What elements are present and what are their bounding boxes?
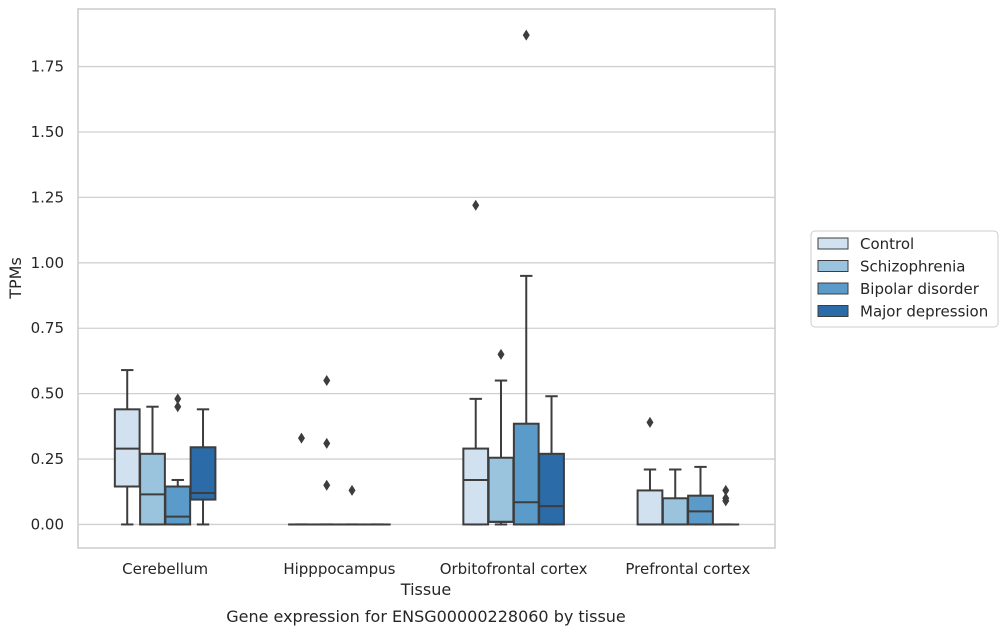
- x-tick-labels: Cerebellum Hipppocampus Orbitofrontal cort…: [122, 560, 750, 578]
- box-iqr: [462, 447, 490, 526]
- box-bipolar-disorder: [687, 465, 714, 526]
- outlier-point: [522, 29, 530, 41]
- outlier-point: [497, 348, 505, 360]
- legend-swatch: [817, 305, 849, 317]
- outlier-point: [323, 375, 331, 387]
- box-schizophrenia: [661, 468, 689, 526]
- box-schizophrenia: [313, 375, 341, 526]
- x-tick-label: Orbitofrontal cortex: [440, 560, 588, 578]
- box-control: [462, 199, 490, 526]
- y-tick-label: 1.75: [31, 58, 64, 76]
- box-iqr: [512, 422, 540, 526]
- box-iqr: [687, 494, 714, 526]
- box-iqr: [164, 485, 192, 526]
- chart-caption: Gene expression for ENSG00000228060 by t…: [226, 607, 626, 626]
- gridlines: [78, 65, 775, 526]
- outlier-point: [323, 437, 331, 449]
- box-major-depression: [189, 408, 217, 526]
- box-iqr: [139, 452, 166, 526]
- box-control: [113, 369, 141, 526]
- y-tick-label: 0.25: [31, 450, 64, 468]
- y-tick-label: 1.00: [31, 254, 64, 272]
- box-series: [113, 29, 740, 526]
- box-bipolar-disorder: [338, 484, 366, 526]
- box-control: [288, 432, 315, 526]
- y-tick-label: 0.00: [31, 515, 64, 533]
- y-axis-label: TPMs: [6, 257, 25, 300]
- y-tick-label: 1.50: [31, 123, 64, 141]
- legend-label: Major depression: [860, 303, 988, 321]
- box-bipolar-disorder: [512, 29, 540, 526]
- box-major-depression: [712, 484, 740, 526]
- outlier-point: [174, 401, 182, 413]
- x-tick-label: Cerebellum: [122, 560, 208, 578]
- box-bipolar-disorder: [164, 393, 192, 526]
- outlier-point: [297, 432, 305, 444]
- legend-label: Control: [860, 235, 914, 253]
- axes-frame: [77, 8, 776, 549]
- legend-swatch: [817, 237, 849, 250]
- y-tick-labels: 0.00 0.25 0.50 0.75 1.00 1.25 1.50 1.75: [31, 58, 64, 534]
- y-tick-label: 1.25: [31, 188, 64, 206]
- x-tick-label: Hipppocampus: [283, 560, 395, 578]
- box-iqr: [538, 452, 565, 526]
- legend-swatch: [817, 282, 849, 295]
- box-major-depression: [538, 395, 565, 526]
- x-tick-label: Prefrontal cortex: [625, 560, 750, 578]
- box-iqr: [487, 456, 515, 523]
- box-schizophrenia: [487, 348, 515, 526]
- box-schizophrenia: [139, 405, 166, 526]
- legend-label: Bipolar disorder: [860, 280, 980, 298]
- box-iqr: [189, 446, 217, 501]
- outlier-point: [722, 495, 730, 507]
- outlier-point: [722, 484, 730, 496]
- legend-frame: [810, 230, 999, 328]
- outlier-point: [174, 393, 182, 405]
- outlier-point: [323, 479, 331, 491]
- outlier-point: [646, 416, 654, 428]
- legend-label: Schizophrenia: [860, 258, 965, 276]
- outlier-point: [472, 199, 480, 211]
- legend-swatch: [817, 260, 849, 272]
- legend: Control Schizophrenia Bipolar disorder Majo…: [810, 230, 999, 328]
- y-tick-label: 0.75: [31, 319, 64, 337]
- box-control: [636, 416, 664, 526]
- outlier-point: [348, 484, 356, 496]
- box-iqr: [636, 489, 664, 526]
- box-iqr: [661, 497, 689, 526]
- y-tick-label: 0.50: [31, 385, 64, 403]
- x-axis-label: Tissue: [400, 580, 451, 599]
